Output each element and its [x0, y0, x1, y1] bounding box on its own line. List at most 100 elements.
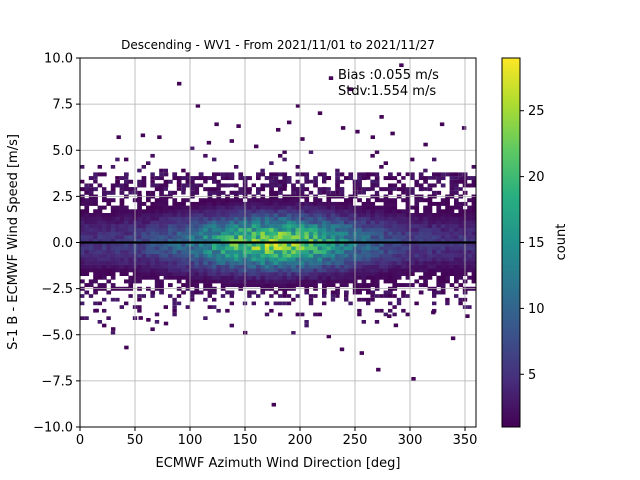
- heatmap-cell: [374, 319, 380, 324]
- heatmap-cell: [326, 272, 332, 277]
- heatmap-cell: [374, 260, 380, 265]
- heatmap-cell: [282, 260, 288, 265]
- heatmap-cell: [207, 235, 213, 240]
- heatmap-cell: [427, 268, 433, 273]
- x-tick-label: 250: [343, 433, 368, 448]
- heatmap-cell: [467, 224, 472, 229]
- heatmap-cell: [137, 238, 142, 243]
- heatmap-cell: [370, 272, 376, 277]
- heatmap-cell: [190, 205, 195, 210]
- heatmap-cell: [260, 168, 265, 173]
- heatmap-cell: [229, 246, 235, 251]
- heatmap-cell: [308, 190, 314, 195]
- heatmap-cell: [423, 227, 428, 232]
- heatmap-cell: [269, 198, 274, 203]
- heatmap-cell: [198, 242, 204, 247]
- heatmap-cell: [335, 179, 340, 184]
- heatmap-cell: [190, 179, 195, 184]
- heatmap-cell: [102, 224, 107, 229]
- y-tick-label: 7.5: [52, 98, 73, 113]
- y-tick-label: 2.5: [52, 190, 73, 205]
- heatmap-cell: [88, 294, 94, 298]
- heatmap-cell: [304, 238, 310, 243]
- heatmap-cell: [269, 308, 274, 313]
- heatmap-cell: [194, 201, 200, 206]
- heatmap-cell: [264, 249, 270, 254]
- heatmap-cell: [326, 201, 332, 206]
- heatmap-cell: [212, 272, 217, 277]
- heatmap-cell: [278, 216, 283, 221]
- heatmap-cell: [172, 257, 178, 262]
- heatmap-cell: [291, 275, 296, 280]
- heatmap-cell: [396, 257, 402, 262]
- heatmap-cell: [471, 235, 477, 240]
- heatmap-cell: [344, 249, 349, 254]
- heatmap-cell: [392, 187, 397, 191]
- heatmap-cell: [159, 183, 164, 188]
- heatmap-cell: [326, 209, 332, 214]
- heatmap-cell: [80, 198, 85, 203]
- heatmap-cell: [401, 260, 406, 265]
- heatmap-cell: [467, 249, 472, 254]
- heatmap-cell: [300, 272, 305, 277]
- heatmap-cell: [436, 205, 442, 210]
- heatmap-cell: [286, 216, 292, 221]
- heatmap-cell: [146, 209, 151, 214]
- heatmap-cell: [370, 187, 375, 191]
- heatmap-cell: [159, 216, 164, 221]
- heatmap-cell: [308, 224, 314, 229]
- heatmap-cell: [326, 257, 332, 262]
- heatmap-cell: [401, 246, 406, 251]
- heatmap-cell: [379, 242, 384, 247]
- heatmap-cell: [374, 227, 380, 232]
- heatmap-cell: [304, 216, 310, 221]
- heatmap-cell: [291, 231, 296, 236]
- heatmap-cell: [150, 212, 156, 217]
- heatmap-cell: [269, 183, 274, 188]
- heatmap-cell: [300, 242, 305, 247]
- heatmap-cell: [124, 216, 129, 221]
- heatmap-cell: [300, 257, 305, 262]
- heatmap-cell: [392, 268, 398, 273]
- heatmap-cell: [335, 209, 340, 214]
- heatmap-cell: [97, 268, 103, 273]
- heatmap-cell: [238, 231, 244, 236]
- heatmap-cell: [159, 242, 164, 247]
- heatmap-cell: [150, 153, 155, 158]
- heatmap-cell: [207, 201, 213, 206]
- heatmap-cell: [366, 242, 371, 247]
- heatmap-cell: [344, 260, 349, 265]
- heatmap-cell: [256, 275, 261, 280]
- heatmap-cell: [414, 249, 420, 254]
- heatmap-cell: [454, 268, 459, 273]
- heatmap-cell: [405, 190, 410, 195]
- heatmap-cell: [326, 227, 332, 232]
- heatmap-cell: [234, 283, 239, 288]
- heatmap-cell: [405, 198, 411, 203]
- heatmap-cell: [229, 268, 235, 273]
- heatmap-cell: [436, 179, 441, 184]
- heatmap-cell: [339, 272, 345, 277]
- heatmap-cell: [454, 279, 459, 284]
- heatmap-cell: [335, 220, 340, 225]
- heatmap-cell: [172, 264, 178, 269]
- heatmap-cell: [207, 290, 213, 295]
- heatmap-cell: [458, 242, 464, 247]
- heatmap-cell: [423, 253, 428, 258]
- heatmap-cell: [198, 216, 204, 221]
- y-tick-label: −7.5: [41, 374, 73, 389]
- heatmap-cell: [273, 272, 279, 277]
- heatmap-cell: [88, 253, 94, 258]
- heatmap-cell: [357, 312, 362, 317]
- heatmap-cell: [458, 205, 464, 210]
- heatmap-cell: [317, 272, 323, 277]
- heatmap-cell: [418, 187, 424, 192]
- heatmap-cell: [418, 238, 424, 243]
- heatmap-cell: [238, 260, 244, 265]
- chart-title: Descending - WV1 - From 2021/11/01 to 20…: [121, 38, 435, 52]
- heatmap-cell: [335, 212, 340, 217]
- heatmap-cell: [357, 198, 362, 203]
- heatmap-cell: [286, 198, 292, 203]
- heatmap-cell: [154, 187, 160, 192]
- heatmap-cell: [110, 257, 116, 262]
